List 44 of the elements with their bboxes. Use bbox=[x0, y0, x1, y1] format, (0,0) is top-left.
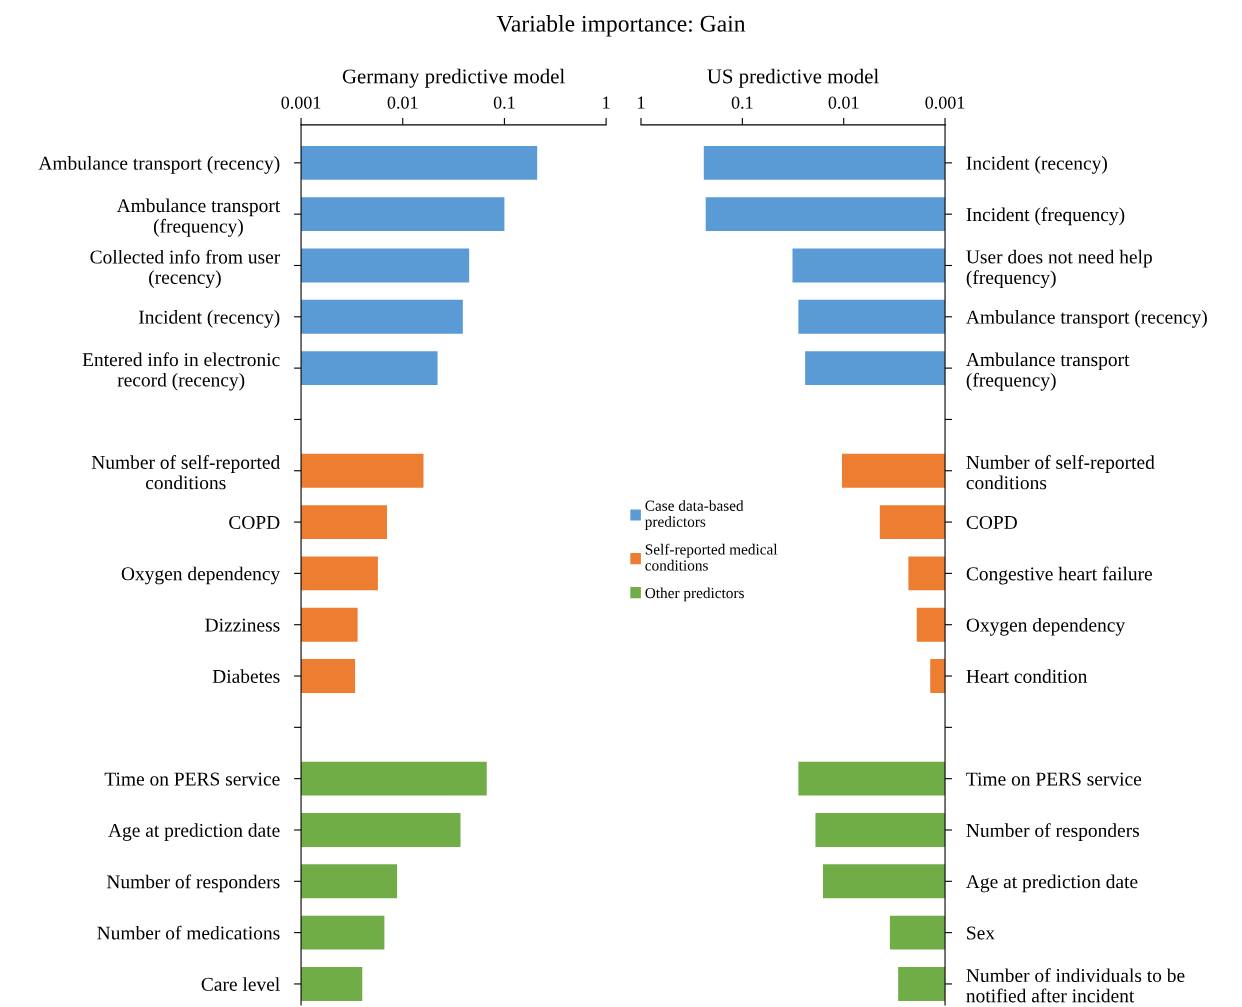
legend-label: Case data-based predictors bbox=[645, 500, 744, 530]
y-tick-label: Ambulance transport (recency) bbox=[966, 310, 1207, 328]
y-tick-label: Incident (recency) bbox=[966, 156, 1107, 174]
y-tick-label: Heart condition bbox=[966, 669, 1088, 683]
y-tick-label: COPD bbox=[966, 515, 1017, 530]
y-tick-label: Number of responders bbox=[966, 823, 1140, 841]
y-tick-label: Time on PERS service bbox=[966, 772, 1142, 786]
y-tick-label: Care level bbox=[201, 977, 280, 991]
y-tick-label: Incident (frequency) bbox=[966, 207, 1125, 226]
y-tick-label: Oxygen dependency bbox=[121, 566, 281, 585]
x-tick-label: 0.001 bbox=[281, 96, 321, 109]
y-tick-label: Number of self-reported conditions bbox=[91, 455, 280, 490]
x-tick-label: 0.1 bbox=[731, 96, 753, 109]
y-tick-label: Age at prediction date bbox=[108, 823, 280, 841]
y-tick-label: Number of self-reported conditions bbox=[966, 455, 1155, 490]
y-tick-label: Number of medications bbox=[97, 925, 280, 940]
y-tick-label: Congestive heart failure bbox=[966, 566, 1153, 585]
y-tick-label: Oxygen dependency bbox=[966, 617, 1126, 636]
y-tick-label: Time on PERS service bbox=[104, 772, 280, 786]
x-tick-label: 0.001 bbox=[925, 96, 965, 109]
x-tick-label: 0.01 bbox=[387, 96, 418, 109]
text: Variable importance: Gain bbox=[496, 15, 746, 37]
y-tick-label: Incident (recency) bbox=[138, 310, 280, 328]
y-tick-label: Diabetes bbox=[212, 669, 280, 683]
x-tick-label: 0.1 bbox=[493, 96, 515, 109]
y-tick-label: Number of individuals to be notified after incident bbox=[966, 968, 1185, 1003]
y-tick-label: COPD bbox=[229, 515, 280, 530]
y-tick-label: Age at prediction date bbox=[966, 874, 1138, 893]
chart-title: US predictive model bbox=[707, 68, 879, 88]
x-tick-label: 1 bbox=[603, 96, 610, 109]
y-tick-label: User does not need help (frequency) bbox=[966, 249, 1152, 289]
chart-title: Germany predictive model bbox=[342, 68, 565, 88]
x-tick-label: 0.01 bbox=[828, 96, 859, 109]
y-tick-label: Dizziness bbox=[205, 618, 280, 632]
y-tick-label: Entered info in electronic record (recency) bbox=[82, 352, 280, 391]
y-tick-label: Number of responders bbox=[106, 874, 280, 893]
legend-label: Self-reported medical conditions bbox=[645, 543, 778, 571]
legend-label: Other predictors bbox=[645, 587, 744, 602]
y-tick-label: Collected info from user (recency) bbox=[90, 249, 281, 288]
y-tick-label: Ambulance transport (frequency) bbox=[966, 352, 1130, 391]
y-tick-label: Ambulance transport (frequency) bbox=[116, 198, 281, 237]
x-tick-label: 1 bbox=[638, 96, 645, 109]
y-tick-label: Sex bbox=[967, 926, 995, 940]
y-tick-label: Ambulance transport (recency) bbox=[38, 156, 280, 174]
